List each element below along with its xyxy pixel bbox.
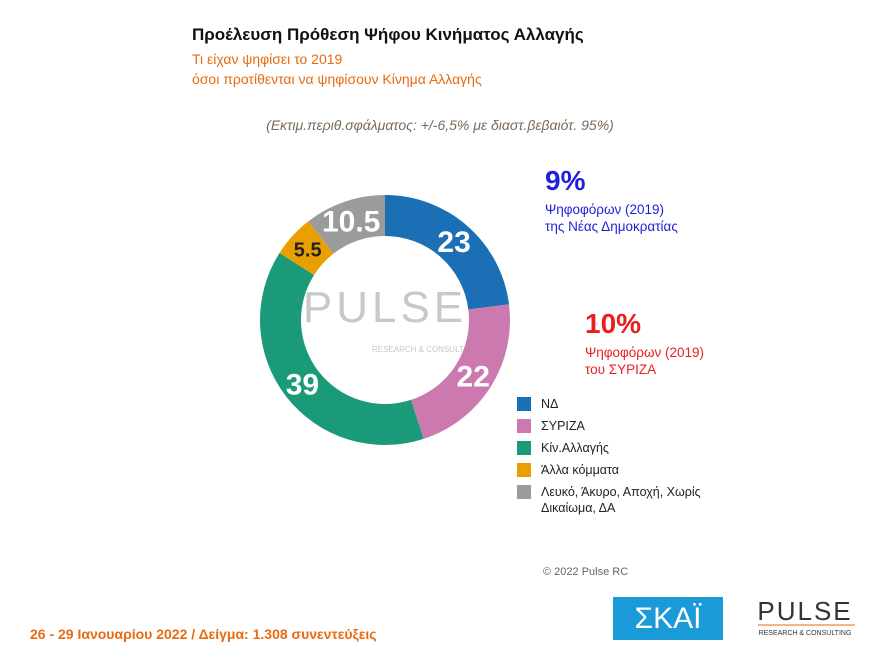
slice — [308, 195, 385, 254]
legend-label: Κίν.Αλλαγής — [541, 441, 609, 455]
note: (Εκτιμ.περιθ.σφάλματος: +/-6,5% με διαστ… — [266, 117, 614, 133]
legend-label: ΝΔ — [541, 397, 559, 411]
skai-logo-bg — [613, 597, 723, 640]
slice — [260, 253, 424, 446]
legend-label: ΣΥΡΙΖΑ — [541, 419, 585, 433]
data-label: 10.5 — [322, 206, 380, 239]
annotation-text: του ΣΥΡΙΖΑ — [585, 362, 656, 377]
data-label: 39 — [286, 369, 319, 402]
pulse-logo: PULSE — [757, 596, 852, 626]
annotation-text: της Νέας Δημοκρατίας — [545, 219, 678, 234]
chart-title: Προέλευση Πρόθεση Ψήφου Κινήματος Αλλαγή… — [192, 25, 584, 44]
watermark-sub: RESEARCH & CONSULTING — [372, 345, 478, 354]
legend-swatch — [517, 419, 531, 433]
watermark: PULSE — [303, 283, 467, 332]
slice — [410, 304, 510, 439]
legend-swatch — [517, 397, 531, 411]
subtitle: Τι είχαν ψηφίσει το 2019 — [192, 51, 343, 67]
legend-swatch — [517, 485, 531, 499]
pulse-logo-sub: RESEARCH & CONSULTING — [759, 630, 852, 637]
footer: 26 - 29 Ιανουαρίου 2022 / Δείγμα: 1.308 … — [30, 626, 377, 642]
skai-logo: ΣΚΑΪ — [635, 602, 703, 635]
data-label: 5.5 — [294, 240, 322, 262]
subtitle: όσοι προτίθενται να ψηφίσουν Κίνημα Αλλα… — [192, 71, 482, 87]
legend: ΝΔ ΣΥΡΙΖΑ Κίν.Αλλαγής Άλλα κόμματα Λευκό, Άκ… — [517, 396, 727, 522]
slice — [279, 221, 334, 275]
legend-label: Άλλα κόμματα — [541, 463, 620, 477]
data-label: 22 — [457, 360, 490, 393]
data-label: 23 — [437, 226, 470, 259]
legend-label: Λευκό, Άκυρο, Αποχή, Χωρίς Δικαίωμα, ΔΑ — [541, 485, 701, 515]
legend-item: ΣΥΡΙΖΑ — [517, 418, 727, 434]
copyright: © 2022 Pulse RC — [543, 566, 628, 578]
slice — [385, 195, 510, 310]
annotation-value: 9% — [545, 165, 586, 196]
annotation-value: 10% — [585, 308, 641, 339]
annotation-text: Ψηφοφόρων (2019) — [585, 345, 704, 360]
legend-item: Άλλα κόμματα — [517, 462, 727, 478]
legend-item: Λευκό, Άκυρο, Αποχή, Χωρίς Δικαίωμα, ΔΑ — [517, 484, 727, 516]
legend-item: ΝΔ — [517, 396, 727, 412]
legend-swatch — [517, 441, 531, 455]
legend-swatch — [517, 463, 531, 477]
legend-item: Κίν.Αλλαγής — [517, 440, 727, 456]
annotation-text: Ψηφοφόρων (2019) — [545, 202, 664, 217]
